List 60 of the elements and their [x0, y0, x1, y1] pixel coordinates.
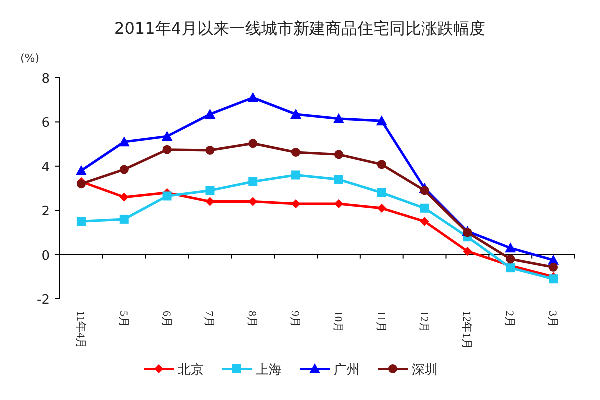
point [420, 217, 430, 226]
point [549, 274, 558, 284]
point [206, 186, 215, 196]
point [290, 108, 302, 119]
x-tick-label: 5月 [117, 311, 130, 328]
point [248, 177, 258, 186]
point [204, 108, 216, 119]
point [377, 204, 386, 213]
point [420, 186, 430, 196]
x-tick-label: 3月 [546, 311, 559, 328]
point [162, 192, 172, 201]
legend-label: 上海 [256, 363, 282, 378]
x-tick-label: 10月 [332, 311, 344, 333]
point [505, 242, 516, 253]
point [549, 262, 558, 272]
point [377, 188, 386, 198]
x-tick-label: 9月 [289, 311, 302, 328]
point [420, 204, 430, 213]
point [292, 148, 301, 157]
point [377, 160, 386, 170]
y-tick-label: 8 [42, 72, 50, 87]
y-tick-label: 4 [42, 160, 50, 176]
chart-title: 2011年4月以来一线城市新建商品住宅同比涨跌幅度 [114, 19, 486, 38]
point [76, 217, 86, 226]
y-tick-label: -2 [37, 293, 50, 308]
point [120, 214, 129, 224]
legend-label: 广州 [334, 363, 360, 378]
point [292, 170, 301, 180]
x-tick-label: 12年1月 [460, 311, 473, 350]
y-tick-label: 2 [42, 204, 50, 220]
x-tick-label: 2月 [504, 311, 516, 328]
point [376, 116, 388, 126]
point [333, 113, 344, 124]
x-tick-label: 11年4月 [74, 311, 86, 350]
y-tick-label: 0 [42, 248, 50, 264]
x-tick-label: 8月 [246, 311, 258, 328]
point [334, 150, 344, 160]
point [248, 92, 259, 102]
y-axis-title: (%) [20, 52, 40, 65]
point [248, 197, 258, 206]
point [76, 165, 87, 176]
point [118, 136, 130, 147]
point [162, 145, 172, 154]
point [334, 175, 344, 184]
x-tick-label: 11月 [374, 311, 387, 333]
point [120, 165, 129, 174]
point [248, 139, 258, 148]
y-tick-label: 6 [42, 116, 50, 132]
point [506, 254, 516, 264]
x-tick-label: 6月 [160, 311, 172, 328]
point [206, 146, 215, 155]
point [463, 246, 472, 256]
legend-label: 深圳 [412, 363, 438, 378]
x-tick-label: 7月 [203, 311, 216, 328]
legend-label: 北京 [178, 363, 204, 378]
point [120, 192, 129, 202]
point [162, 131, 173, 142]
point [76, 180, 86, 189]
point [506, 264, 516, 273]
x-tick-label: 12月 [418, 311, 430, 333]
